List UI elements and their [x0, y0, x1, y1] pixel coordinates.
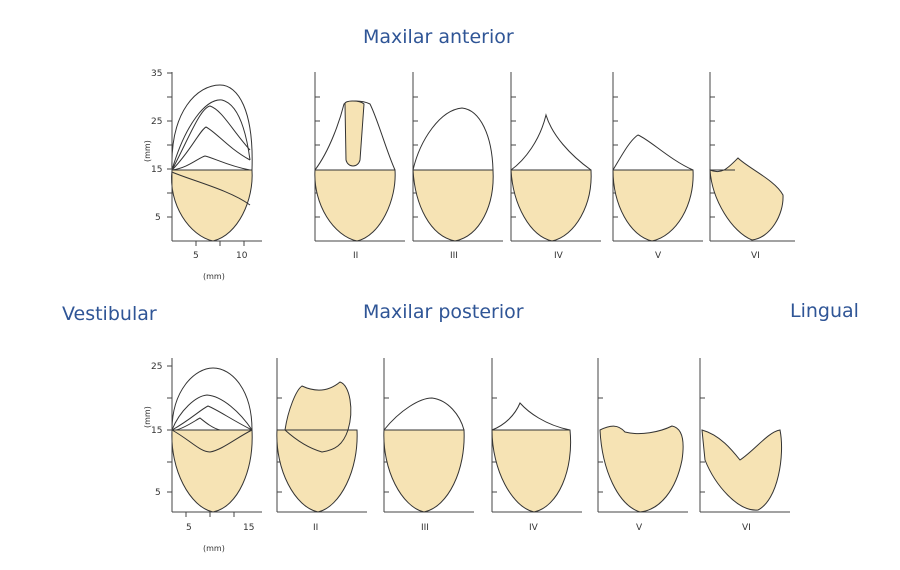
- y-tick-15: 15: [151, 426, 162, 436]
- y-tick-5: 5: [155, 488, 161, 498]
- anterior-panel-3: III: [412, 72, 503, 261]
- anterior-panel-5: V: [612, 72, 703, 261]
- class-label-II: II: [353, 251, 358, 261]
- y-tick-15: 15: [151, 165, 162, 175]
- class-label-III: III: [450, 251, 458, 261]
- y-tick-25: 25: [151, 362, 162, 372]
- posterior-panel-6: VI: [699, 358, 790, 533]
- class-label-VI: VI: [742, 523, 751, 533]
- label-lingual: Lingual: [790, 300, 859, 322]
- posterior-panel-1: 25 15 5 5 15 (mm) (mm): [143, 358, 262, 553]
- anterior-panel-6: VI: [709, 72, 795, 261]
- posterior-panel-4: IV: [491, 358, 582, 533]
- posterior-row: 25 15 5 5 15 (mm) (mm) II: [143, 358, 790, 553]
- resorption-line: [171, 171, 251, 206]
- ridge-contour-5: [171, 155, 251, 171]
- y-tick-25: 25: [151, 117, 162, 127]
- class-label-V: V: [636, 523, 643, 533]
- class-label-IV: IV: [529, 523, 539, 533]
- y-unit-label: (mm): [143, 140, 152, 162]
- anterior-panel-1: 35 25 15 5 5 10 (mm) (mm): [143, 69, 262, 281]
- x-unit-label: (mm): [203, 272, 225, 281]
- class-label-III: III: [421, 523, 429, 533]
- y-tick-35: 35: [151, 69, 162, 79]
- class-label-VI: VI: [751, 251, 760, 261]
- title-maxilar-posterior: Maxilar posterior: [363, 301, 524, 323]
- residual-bone-shape: [171, 169, 253, 242]
- label-vestibular: Vestibular: [62, 303, 157, 325]
- anterior-panel-2: II: [314, 72, 405, 261]
- class-label-II: II: [313, 523, 318, 533]
- y-tick-5: 5: [155, 213, 161, 223]
- anterior-row: 35 25 15 5 5 10 (mm) (mm) II: [143, 69, 795, 281]
- x-unit-label: (mm): [203, 544, 225, 553]
- anterior-panel-4: IV: [510, 72, 601, 261]
- x-tick-15: 15: [243, 523, 254, 533]
- y-unit-label: (mm): [143, 406, 152, 428]
- knife-edge-crest: [344, 100, 365, 167]
- ridge-contour-outer: [171, 84, 253, 171]
- posterior-panel-3: III: [383, 358, 474, 533]
- ridge-contour-3: [171, 105, 251, 171]
- posterior-panel-2: II: [276, 358, 367, 533]
- class-label-V: V: [655, 251, 662, 261]
- class-label-IV: IV: [554, 251, 564, 261]
- x-tick-5: 5: [186, 523, 192, 533]
- posterior-panel-5: V: [597, 358, 688, 533]
- title-maxilar-anterior: Maxilar anterior: [363, 26, 514, 48]
- ridge-contour-4: [171, 126, 251, 171]
- x-tick-10: 10: [236, 251, 248, 261]
- ridge-contour-2: [171, 99, 251, 171]
- x-tick-5: 5: [193, 251, 199, 261]
